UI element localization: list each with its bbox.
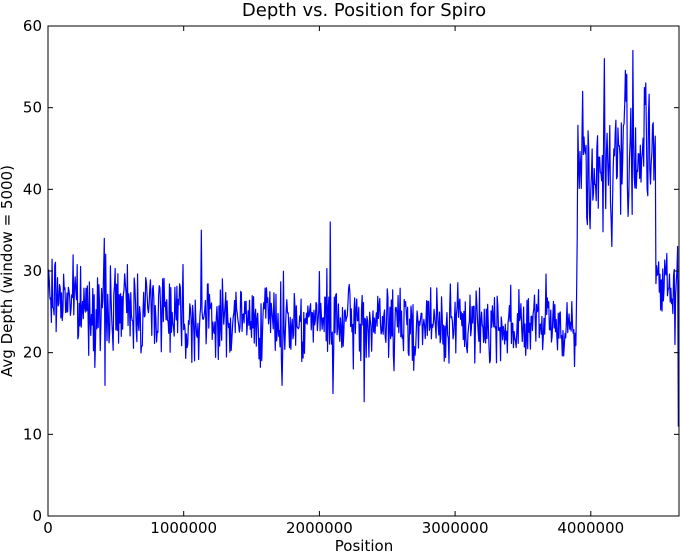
x-tick-label: 4000000 [557,519,624,537]
y-tick-label: 20 [23,344,42,362]
y-tick-label: 50 [23,99,42,117]
y-tick-label: 60 [23,17,42,35]
y-tick-label: 10 [23,425,42,443]
x-tick-label: 3000000 [422,519,489,537]
y-tick-label: 0 [32,507,42,525]
x-tick-label: 1000000 [150,519,217,537]
y-tick-label: 40 [23,180,42,198]
x-axis-label: Position [335,537,393,552]
chart-title: Depth vs. Position for Spiro [242,0,486,21]
series-line [48,49,679,427]
x-axis: 0 1000000 2000000 3000000 4000000 [43,26,624,537]
y-tick-label: 30 [23,262,42,280]
y-axis-label: Avg Depth (window = 5000) [0,165,16,377]
x-tick-label: 0 [43,519,53,537]
x-tick-label: 2000000 [286,519,353,537]
y-axis: 0 10 20 30 40 50 60 [23,17,679,525]
